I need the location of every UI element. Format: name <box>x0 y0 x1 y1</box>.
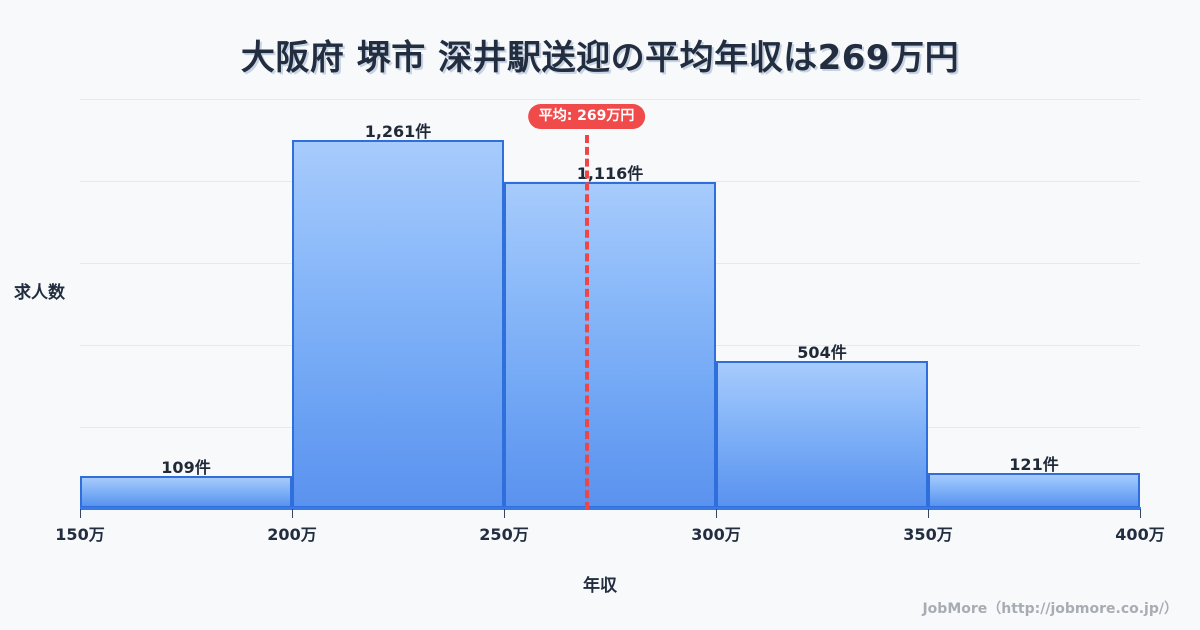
x-tick-mark <box>80 509 81 518</box>
x-tick-mark <box>1140 509 1141 518</box>
bar-bin-3[interactable] <box>716 360 928 508</box>
x-tick-mark <box>504 509 505 518</box>
x-tick-label: 300万 <box>691 525 741 544</box>
y-axis-title: 求人数 <box>14 283 65 303</box>
x-tick-label: 150万 <box>55 525 105 544</box>
plot-area: 109件 1,261件 1,116件 504件 121件 <box>80 99 1140 508</box>
x-tick-label: 200万 <box>267 525 317 544</box>
bar-bin-0[interactable] <box>80 476 292 508</box>
x-tick-label: 250万 <box>479 525 529 544</box>
bar-value-label: 1,116件 <box>576 163 644 183</box>
bar-bin-2[interactable] <box>504 181 716 508</box>
footer-credit: JobMore（http://jobmore.co.jp/） <box>922 601 1178 617</box>
x-tick-label: 400万 <box>1115 525 1165 544</box>
x-axis-line <box>80 507 1141 510</box>
x-tick-mark <box>292 509 293 518</box>
average-line <box>584 135 589 510</box>
bar-bin-1[interactable] <box>292 139 504 508</box>
x-tick-label: 350万 <box>903 525 953 544</box>
bar-bin-4[interactable] <box>928 472 1140 508</box>
bar-value-label: 109件 <box>161 458 211 478</box>
gridline <box>80 181 1140 182</box>
x-tick-mark <box>928 509 929 518</box>
bar-value-label: 1,261件 <box>364 121 432 141</box>
average-badge: 平均: 269万円 <box>527 104 646 129</box>
x-tick-mark <box>716 509 717 518</box>
x-axis-title: 年収 <box>583 576 617 596</box>
gridline <box>80 99 1140 100</box>
bar-value-label: 504件 <box>797 342 847 362</box>
bar-value-label: 121件 <box>1009 454 1059 474</box>
page-title: 大阪府 堺市 深井駅送迎の平均年収は269万円 <box>240 38 960 78</box>
